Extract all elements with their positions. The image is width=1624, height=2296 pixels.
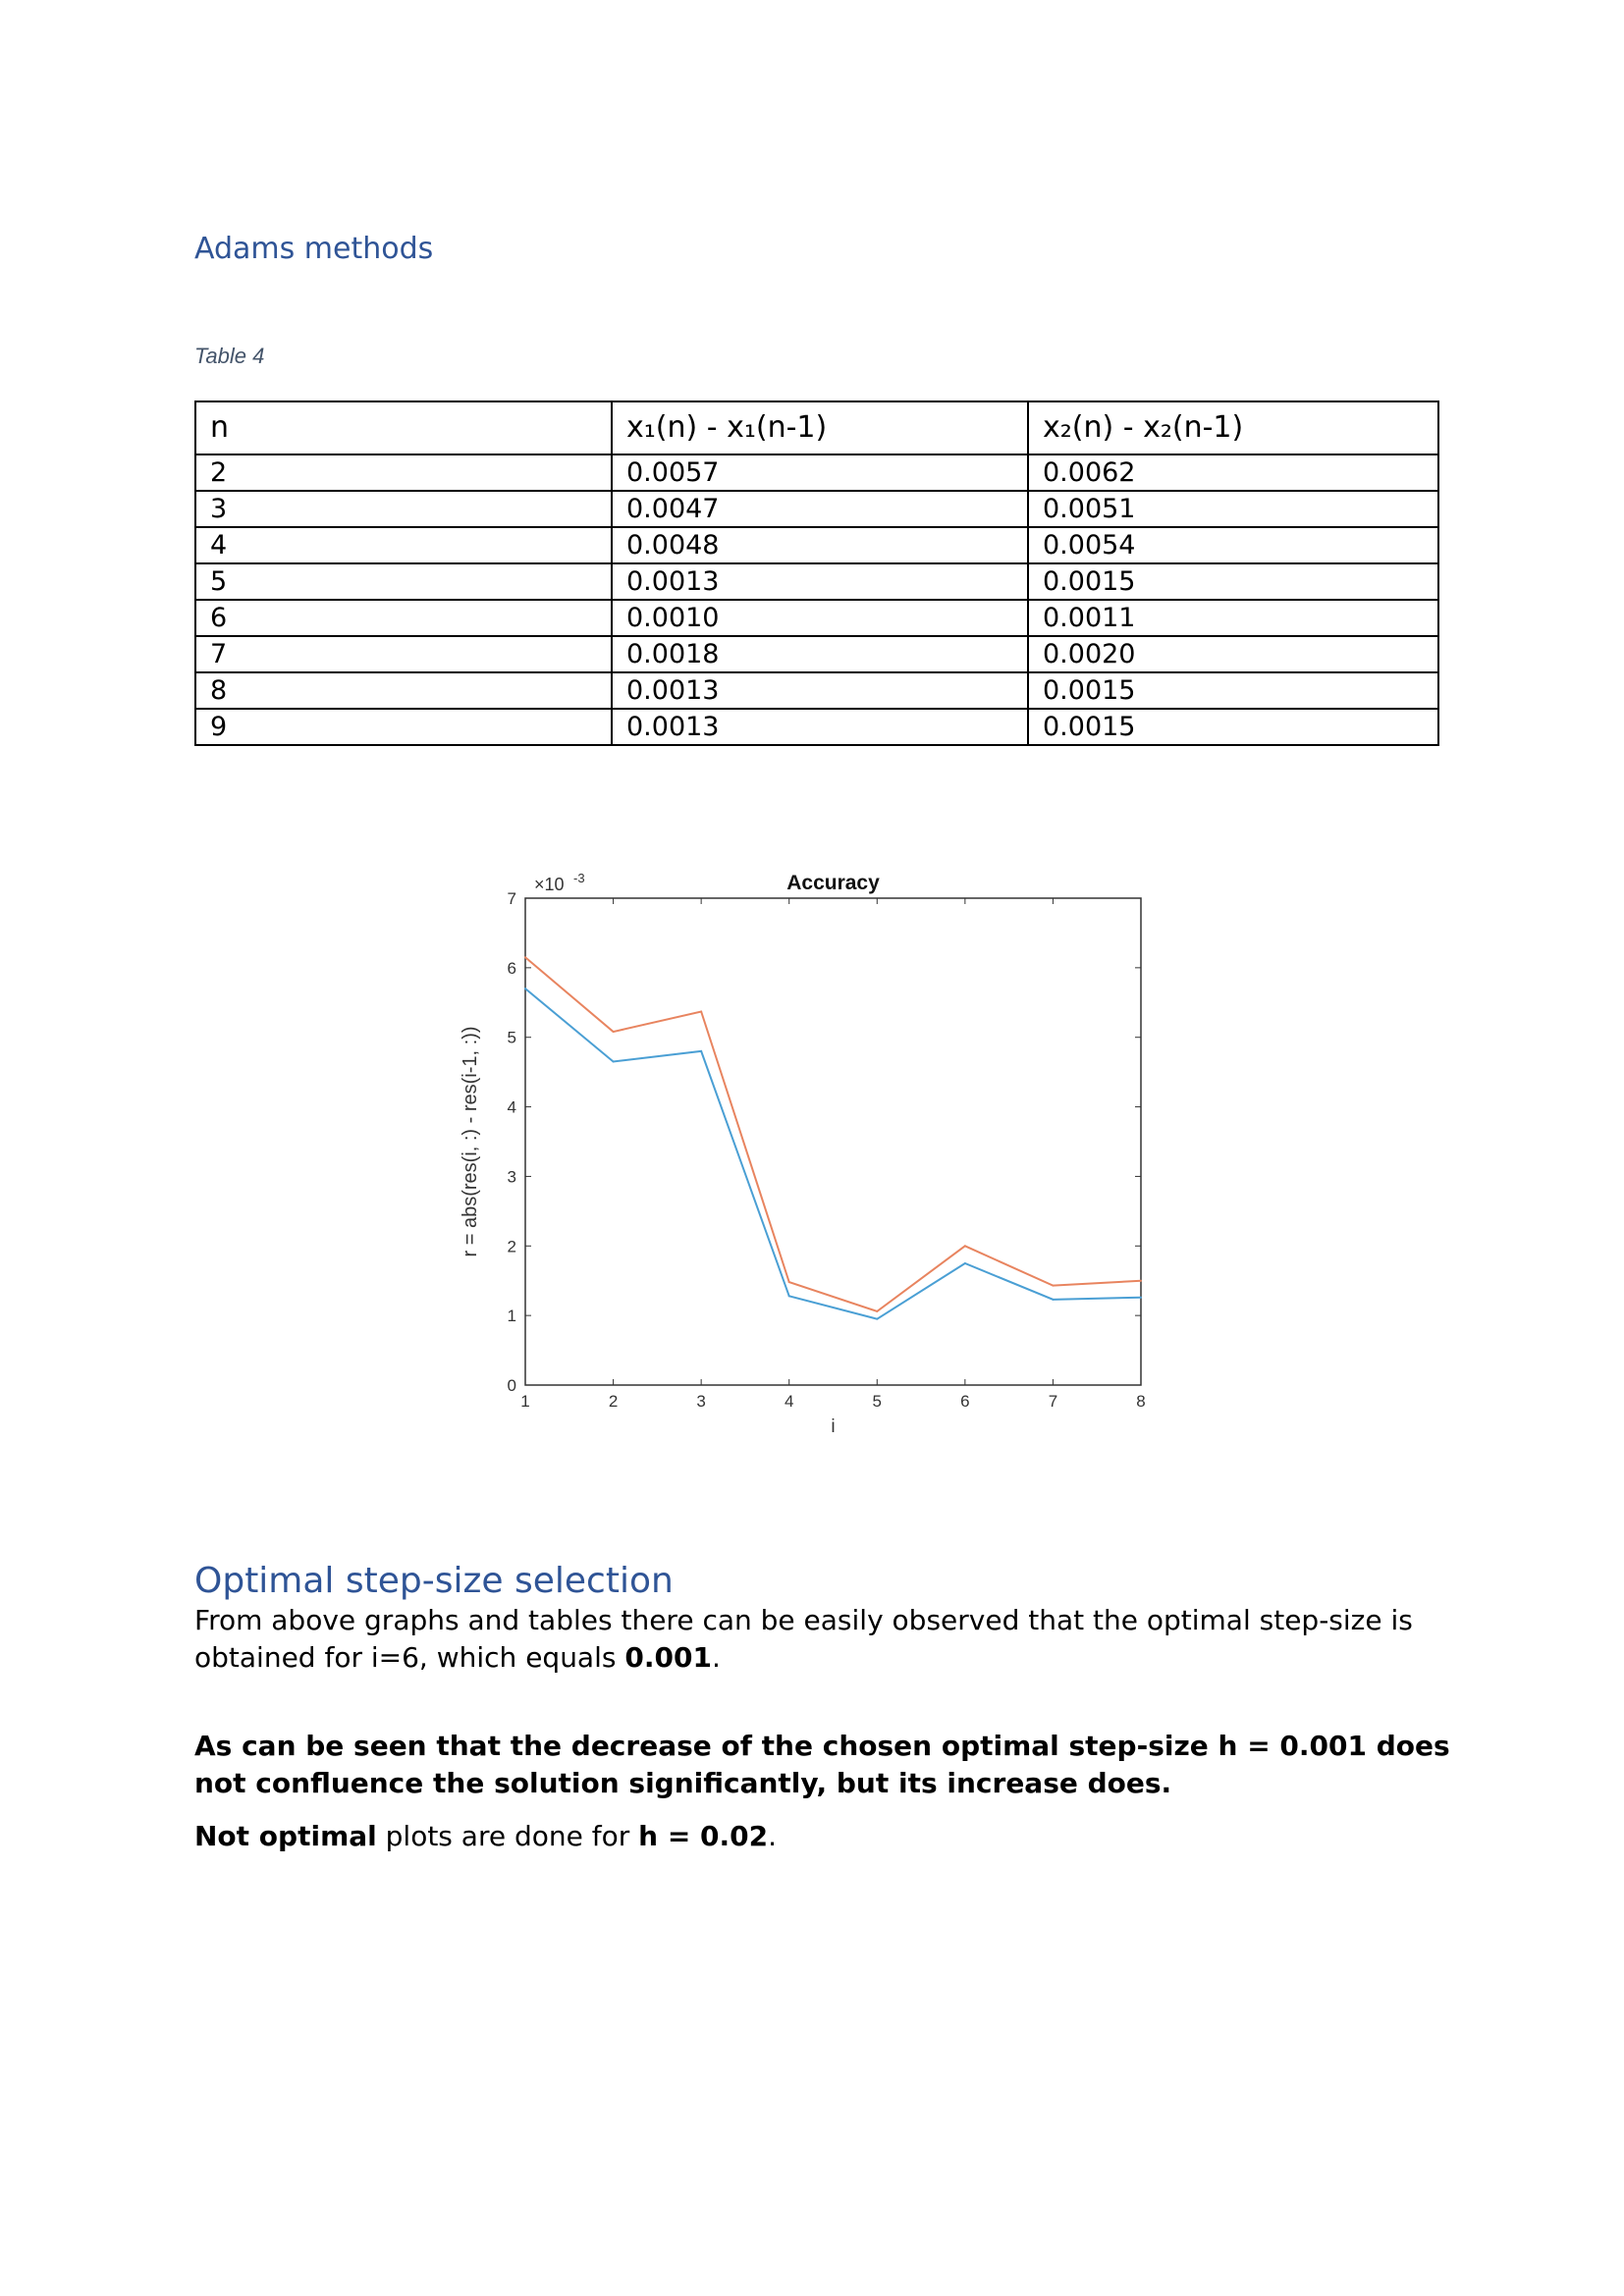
table-cell-x2: 0.0054 <box>1027 526 1439 564</box>
x-tick-label: 7 <box>1049 1392 1057 1411</box>
chart-title: Accuracy <box>786 872 880 894</box>
table-cell-x1: 0.0013 <box>611 671 1029 710</box>
y-tick-label: 1 <box>508 1307 516 1325</box>
table-cell-x1: 0.0047 <box>611 490 1029 528</box>
plot-area <box>524 897 1142 1386</box>
y-tick-label: 5 <box>508 1029 516 1047</box>
table-row: 8 0.0013 0.0015 <box>194 671 1439 710</box>
not-optimal-end: . <box>768 1820 778 1852</box>
x-tick-label: 2 <box>609 1392 618 1411</box>
data-point <box>524 956 526 959</box>
optimal-value: 0.001 <box>624 1641 712 1674</box>
table-cell-n: 2 <box>194 454 613 492</box>
table-row: 4 0.0048 0.0054 <box>194 526 1439 564</box>
table-cell-x1: 0.0013 <box>611 708 1029 746</box>
y-exponent-label: -3 <box>573 871 585 885</box>
section-heading-adams: Adams methods <box>194 232 434 266</box>
data-point <box>1140 1296 1142 1299</box>
paragraph-observation-end: . <box>711 1641 721 1674</box>
y-tick-label: 0 <box>508 1376 516 1395</box>
paragraph-conclusion: As can be seen that the decrease of the … <box>194 1730 1450 1799</box>
not-optimal-label: Not optimal <box>194 1820 377 1852</box>
data-point <box>612 1060 615 1063</box>
table-cell-x2: 0.0062 <box>1027 454 1439 492</box>
data-point <box>963 1245 966 1248</box>
data-point <box>1140 1279 1142 1282</box>
table-cell-n: 4 <box>194 526 613 564</box>
table-cell-x1: 0.0048 <box>611 526 1029 564</box>
table-row: 2 0.0057 0.0062 <box>194 454 1439 492</box>
table-cell-x1: 0.0018 <box>611 635 1029 673</box>
table-row: 3 0.0047 0.0051 <box>194 490 1439 528</box>
table-caption: Table 4 <box>194 344 265 368</box>
data-point <box>524 988 526 990</box>
differences-table: n x₁(n) - x₁(n-1) x₂(n) - x₂(n-1) 2 0.005… <box>194 400 1439 746</box>
x-tick-label: 6 <box>960 1392 969 1411</box>
y-axis-label: r = abs(res(i, :) - res(i-1, :)) <box>460 1026 481 1256</box>
table-cell-x1: 0.0010 <box>611 599 1029 637</box>
y-tick-label: 3 <box>508 1167 516 1186</box>
table-cell-n: 6 <box>194 599 613 637</box>
data-point <box>876 1309 879 1312</box>
table-cell-x2: 0.0020 <box>1027 635 1439 673</box>
section-heading-optimal: Optimal step-size selection <box>194 1561 674 1601</box>
table-cell-n: 9 <box>194 708 613 746</box>
table-cell-x2: 0.0015 <box>1027 562 1439 601</box>
x-tick-label: 3 <box>696 1392 705 1411</box>
data-point <box>700 1049 703 1052</box>
table-row: 7 0.0018 0.0020 <box>194 635 1439 673</box>
not-optimal-text: plots are done for <box>376 1820 639 1852</box>
table-cell-x1: 0.0013 <box>611 562 1029 601</box>
x-tick-label: 1 <box>520 1392 529 1411</box>
y-tick-label: 6 <box>508 959 516 978</box>
y-tick-label: 2 <box>508 1237 516 1255</box>
data-point <box>876 1317 879 1320</box>
y-tick-label: 4 <box>508 1098 516 1117</box>
header-cell-n: n <box>194 400 613 455</box>
table-row: 6 0.0010 0.0011 <box>194 599 1439 637</box>
data-point <box>963 1262 966 1264</box>
paragraph-observation-text: From above graphs and tables there can b… <box>194 1604 1413 1674</box>
header-cell-x2: x₂(n) - x₂(n-1) <box>1027 400 1439 455</box>
y-multiplier-label: ×10 <box>534 875 565 894</box>
table-cell-n: 5 <box>194 562 613 601</box>
paragraph-not-optimal: Not optimal plots are done for h = 0.02. <box>194 1818 1461 1855</box>
header-cell-x1: x₁(n) - x₁(n-1) <box>611 400 1029 455</box>
table-cell-n: 7 <box>194 635 613 673</box>
not-optimal-step: h = 0.02 <box>638 1820 769 1852</box>
table-cell-n: 3 <box>194 490 613 528</box>
table-cell-n: 8 <box>194 671 613 710</box>
series-line-1 <box>524 988 1142 1320</box>
data-point <box>1052 1298 1055 1301</box>
table-cell-x1: 0.0057 <box>611 454 1029 492</box>
y-tick-label: 7 <box>508 889 516 908</box>
paragraph-observation: From above graphs and tables there can b… <box>194 1602 1461 1677</box>
data-point <box>700 1010 703 1013</box>
x-tick-label: 8 <box>1136 1392 1145 1411</box>
table-cell-x2: 0.0011 <box>1027 599 1439 637</box>
table-row: 9 0.0013 0.0015 <box>194 708 1439 746</box>
data-point <box>787 1281 790 1284</box>
table-cell-x2: 0.0015 <box>1027 671 1439 710</box>
series-line-2 <box>524 956 1142 1313</box>
data-point <box>612 1031 615 1034</box>
x-tick-label: 4 <box>785 1392 793 1411</box>
data-point <box>787 1295 790 1298</box>
table-cell-x2: 0.0051 <box>1027 490 1439 528</box>
x-tick-label: 5 <box>873 1392 882 1411</box>
data-point <box>1052 1284 1055 1287</box>
x-axis-label: i <box>831 1416 835 1437</box>
table-header-row: n x₁(n) - x₁(n-1) x₂(n) - x₂(n-1) <box>194 400 1439 455</box>
table-cell-x2: 0.0015 <box>1027 708 1439 746</box>
table-row: 5 0.0013 0.0015 <box>194 562 1439 601</box>
